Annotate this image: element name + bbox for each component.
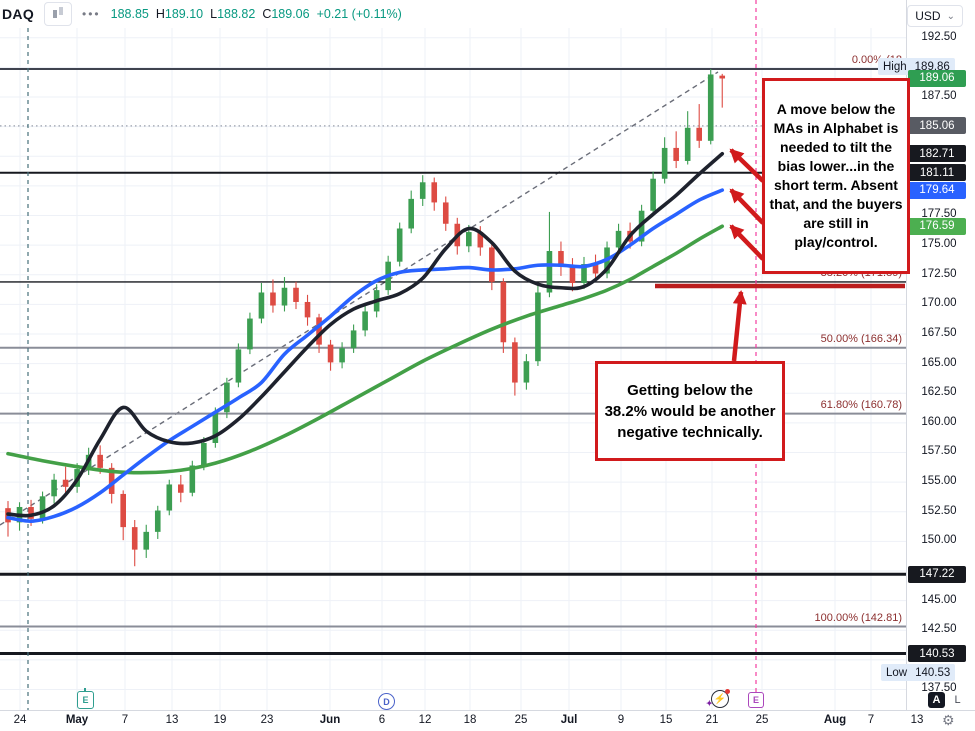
price-badge: 185.06 [908, 117, 966, 135]
log-scale-button[interactable]: L [954, 694, 961, 706]
time-axis[interactable] [0, 710, 975, 731]
time-label: 19 [213, 714, 227, 726]
price-tick: 157.50 [921, 445, 957, 458]
chart-style-button[interactable] [44, 2, 73, 26]
time-label: 12 [418, 714, 432, 726]
price-tick: 160.00 [921, 415, 957, 428]
fib-level-label: 100.00% (142.81) [814, 611, 902, 624]
upcoming-earnings-icon[interactable]: E [748, 692, 764, 708]
time-label: Jul [560, 714, 578, 726]
earnings-icon[interactable]: E [77, 688, 94, 709]
time-label: 25 [514, 714, 528, 726]
symbol-legend[interactable]: DAQ ••• 188.85 H189.10 L188.82 C189.06 +… [0, 0, 402, 28]
sparkle-icon: ✦ [706, 699, 713, 708]
currency-label: USD [915, 9, 941, 23]
annotation-box-mas[interactable]: A move below the MAs in Alphabet is need… [762, 78, 910, 274]
annotation-box-fib-text: Getting below the 38.2% would be another… [604, 381, 776, 441]
price-badge: 147.22 [908, 565, 966, 583]
close-value: C189.06 [262, 7, 310, 21]
time-label: 23 [260, 714, 274, 726]
more-options-button[interactable]: ••• [82, 7, 101, 21]
price-badge: 189.06 [908, 69, 966, 87]
flash-event-icon[interactable]: ⚡ ✦ [706, 689, 730, 708]
dividends-icon[interactable]: D [378, 693, 395, 710]
time-label: 13 [910, 714, 924, 726]
black-ma[interactable] [6, 151, 725, 518]
time-label: 24 [13, 714, 27, 726]
price-badge: 182.71 [908, 145, 966, 163]
price-badge: 140.53 [908, 645, 966, 663]
price-tick: 137.50 [921, 682, 957, 695]
chevron-down-icon: ⌄ [946, 10, 955, 22]
time-label: 25 [755, 714, 769, 726]
price-tick: 177.50 [921, 208, 957, 221]
price-tick: 162.50 [921, 386, 957, 399]
time-label: 21 [705, 714, 719, 726]
price-tick: 150.00 [921, 534, 957, 547]
annotation-arrows [729, 148, 765, 362]
time-label: 7 [867, 714, 875, 726]
time-label: 6 [378, 714, 386, 726]
price-tick: 152.50 [921, 504, 957, 517]
change-value: +0.21 (+0.11%) [316, 7, 402, 21]
trendline[interactable] [0, 71, 719, 526]
price-tick: 167.50 [921, 326, 957, 339]
time-label: 7 [121, 714, 129, 726]
settings-gear-icon[interactable]: ⚙ [942, 712, 955, 728]
price-tick: 192.50 [921, 30, 957, 43]
price-tick: 155.00 [921, 475, 957, 488]
time-label: 9 [617, 714, 625, 726]
price-tick: 172.50 [921, 267, 957, 280]
time-label: May [65, 714, 89, 726]
price-tick: 175.00 [921, 238, 957, 251]
time-label: 18 [463, 714, 477, 726]
time-label: Jun [319, 714, 341, 726]
annotation-box-fib[interactable]: Getting below the 38.2% would be another… [595, 361, 785, 461]
open-value: 188.85 [110, 7, 149, 21]
low-value: L188.82 [210, 7, 256, 21]
symbol-name[interactable]: DAQ [2, 6, 35, 22]
session-low-label: Low 140.53 [881, 664, 956, 681]
event-vertical-lines [27, 0, 757, 710]
price-badge: 179.64 [908, 181, 966, 199]
currency-selector[interactable]: USD ⌄ [907, 5, 963, 27]
green-ma[interactable] [6, 224, 725, 475]
price-tick: 187.50 [921, 89, 957, 102]
fib-level-label: 50.00% (166.34) [820, 332, 902, 345]
price-badge: 176.59 [908, 217, 966, 235]
time-label: Aug [823, 714, 847, 726]
price-tick: 142.50 [921, 623, 957, 636]
notification-dot [725, 689, 730, 694]
ohlc-readout: 188.85 H189.10 L188.82 C189.06 +0.21 (+0… [111, 7, 402, 21]
high-value: H189.10 [155, 7, 204, 21]
annotation-box-mas-text: A move below the MAs in Alphabet is need… [769, 101, 903, 250]
price-tick: 165.00 [921, 356, 957, 369]
price-tick: 145.00 [921, 593, 957, 606]
blue-ma[interactable] [6, 188, 725, 523]
price-tick: 170.00 [921, 297, 957, 310]
auto-scale-button[interactable]: A [928, 692, 945, 708]
time-label: 13 [165, 714, 179, 726]
price-badge: 181.11 [908, 164, 966, 182]
candlestick-style-icon [52, 7, 64, 21]
fib-level-label: 61.80% (160.78) [820, 398, 902, 411]
time-label: 15 [659, 714, 673, 726]
candles-layer[interactable] [5, 69, 726, 567]
